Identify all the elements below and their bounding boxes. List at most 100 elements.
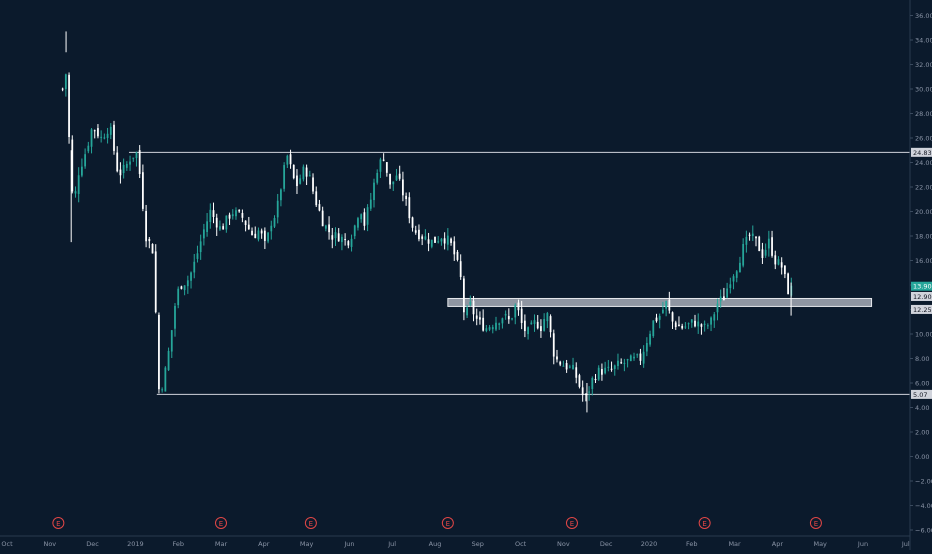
y-tick-label: 26.00	[915, 135, 932, 143]
earnings-marker[interactable]: E	[304, 517, 317, 529]
y-tick-label: 34.00	[915, 37, 932, 45]
candle-body	[726, 288, 729, 298]
candle-body	[90, 129, 93, 147]
candle-body	[443, 238, 446, 244]
candle-body	[748, 234, 751, 236]
candle-body	[498, 323, 501, 325]
candle-body	[533, 320, 536, 324]
earnings-marker[interactable]: E	[441, 517, 454, 529]
candle-body	[344, 239, 347, 241]
candle-body	[450, 238, 452, 243]
candle-body	[251, 230, 253, 236]
x-tick-label: Jun	[857, 540, 868, 548]
candle-body	[395, 175, 398, 181]
candle-body	[774, 255, 777, 265]
y-tick-label: 0.00	[915, 453, 929, 461]
candle-body	[97, 128, 99, 137]
candle-body	[305, 167, 308, 177]
candle-body	[244, 220, 247, 226]
earnings-marker-label: E	[219, 520, 223, 528]
candle-body	[588, 391, 590, 393]
price-tag: 24.83	[911, 147, 932, 157]
earnings-marker[interactable]: E	[52, 517, 65, 529]
candle-body	[469, 302, 472, 305]
earnings-marker[interactable]: E	[809, 517, 822, 529]
candle-body	[495, 322, 497, 330]
candle-body	[424, 236, 427, 240]
candle-body	[148, 238, 151, 242]
candle-body	[357, 218, 359, 228]
x-tick-label: Dec	[600, 540, 613, 548]
candle-body	[716, 303, 719, 313]
candle-body	[318, 204, 321, 211]
candle-body	[292, 164, 295, 179]
candle-body	[241, 212, 244, 218]
candle-body	[652, 320, 655, 337]
y-tick-label: 4.00	[915, 404, 929, 412]
candle-body	[125, 163, 128, 168]
candle-body	[164, 367, 167, 392]
candle-body	[369, 199, 372, 209]
earnings-marker-label: E	[570, 520, 574, 528]
candle-body	[257, 230, 260, 240]
candle-body	[501, 318, 504, 324]
candle-body	[681, 325, 684, 329]
candle-body	[479, 317, 481, 320]
candle-body	[581, 387, 584, 396]
candle-body	[196, 253, 199, 259]
candle-body	[331, 235, 334, 240]
candle-body	[158, 314, 160, 390]
candle-body	[405, 195, 408, 200]
candle-body	[276, 200, 279, 218]
candle-body	[273, 218, 276, 227]
candle-body	[199, 241, 202, 253]
earnings-marker[interactable]: E	[565, 517, 578, 529]
x-tick-label: Sep	[472, 540, 484, 548]
candle-body	[154, 251, 157, 313]
candle-body	[674, 322, 677, 328]
candle-body	[649, 333, 651, 345]
candle-body	[639, 353, 642, 361]
candle-body	[668, 299, 671, 311]
earnings-marker[interactable]: E	[215, 517, 227, 529]
candle-body	[177, 288, 180, 306]
candle-body	[190, 272, 192, 281]
candle-body	[517, 302, 520, 311]
candle-body	[193, 261, 196, 273]
earnings-marker-label: E	[446, 520, 450, 528]
x-tick-label: Jul	[901, 540, 910, 548]
y-tick-label: 2.00	[915, 429, 929, 437]
candle-body	[732, 276, 735, 282]
candle-body	[703, 323, 706, 325]
candle-body	[767, 238, 770, 249]
candle-body	[87, 145, 90, 152]
candle-body	[161, 389, 164, 391]
candle-body	[507, 316, 510, 320]
candle-body	[135, 152, 138, 159]
candle-body	[578, 375, 581, 387]
price-tag-label: 5.07	[913, 391, 927, 399]
candle-body	[302, 166, 305, 180]
support-zone[interactable]	[447, 297, 873, 307]
candle-body	[299, 178, 302, 184]
candle-body	[392, 181, 395, 185]
candle-body	[106, 133, 109, 138]
candle-body	[446, 235, 449, 245]
candle-body	[235, 210, 237, 217]
candle-body	[263, 230, 266, 241]
candle-body	[700, 324, 703, 327]
candle-body	[459, 261, 462, 277]
candle-body	[180, 286, 183, 289]
candle-body	[440, 238, 443, 242]
earnings-marker[interactable]: E	[698, 517, 711, 529]
x-tick-label: Feb	[686, 540, 698, 548]
candle-body	[360, 214, 363, 220]
candle-body	[540, 326, 542, 332]
candle-body	[475, 315, 478, 319]
candle-body	[321, 210, 324, 227]
candle-body	[366, 207, 369, 225]
candle-body	[296, 175, 298, 187]
